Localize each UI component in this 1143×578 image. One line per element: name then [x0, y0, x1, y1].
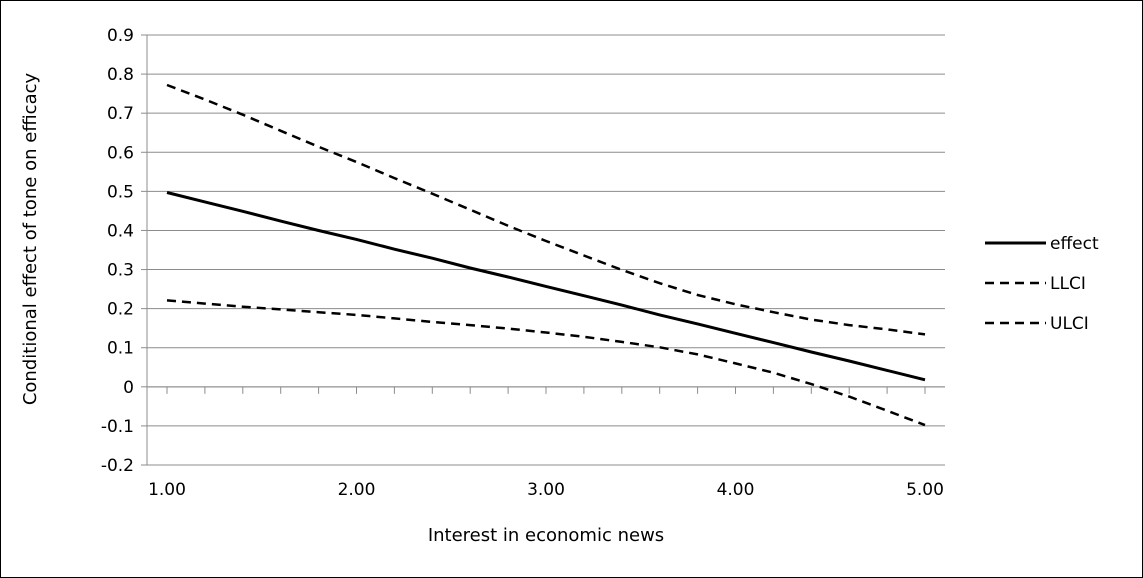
legend-label-effect: effect — [1050, 234, 1099, 254]
y-tick-label: 0.6 — [107, 143, 134, 163]
series-line-llci — [166, 299, 926, 427]
y-tick-label: 0.8 — [107, 65, 134, 85]
y-tick-label: -0.1 — [101, 417, 134, 437]
axes: 0.9 0.8 0.7 0.6 0.5 0.4 0.3 0.2 0.1 0 -0.1 -0.2 1.00… — [101, 26, 945, 500]
x-tick-label: 2.00 — [338, 480, 376, 500]
x-tick-label: 3.00 — [527, 480, 565, 500]
y-tick-label: 0.9 — [107, 26, 134, 46]
series-line-ulci — [166, 83, 926, 336]
x-tick-label: 1.00 — [148, 480, 186, 500]
series-line-effect — [166, 191, 926, 382]
y-tick-label: 0.2 — [107, 300, 134, 320]
y-tick-label: 0.1 — [107, 339, 134, 359]
legend-label-llci: LLCI — [1050, 274, 1086, 294]
y-tick-label: 0.4 — [107, 221, 134, 241]
y-axis-title: Conditional effect of tone on efficacy — [20, 73, 41, 406]
series-lines — [166, 83, 926, 427]
y-tick-label: 0.5 — [107, 182, 134, 202]
x-tick-label: 4.00 — [717, 480, 755, 500]
x-axis-title: Interest in economic news — [428, 525, 664, 546]
x-tick-label: 5.00 — [906, 480, 944, 500]
y-tick-label: 0.3 — [107, 261, 134, 281]
y-tick-label: -0.2 — [101, 456, 134, 476]
legend-label-ulci: ULCI — [1050, 314, 1089, 334]
legend: effect LLCI ULCI — [985, 234, 1099, 334]
y-tick-label: 0 — [123, 378, 134, 398]
y-tick-label: 0.7 — [107, 104, 134, 124]
